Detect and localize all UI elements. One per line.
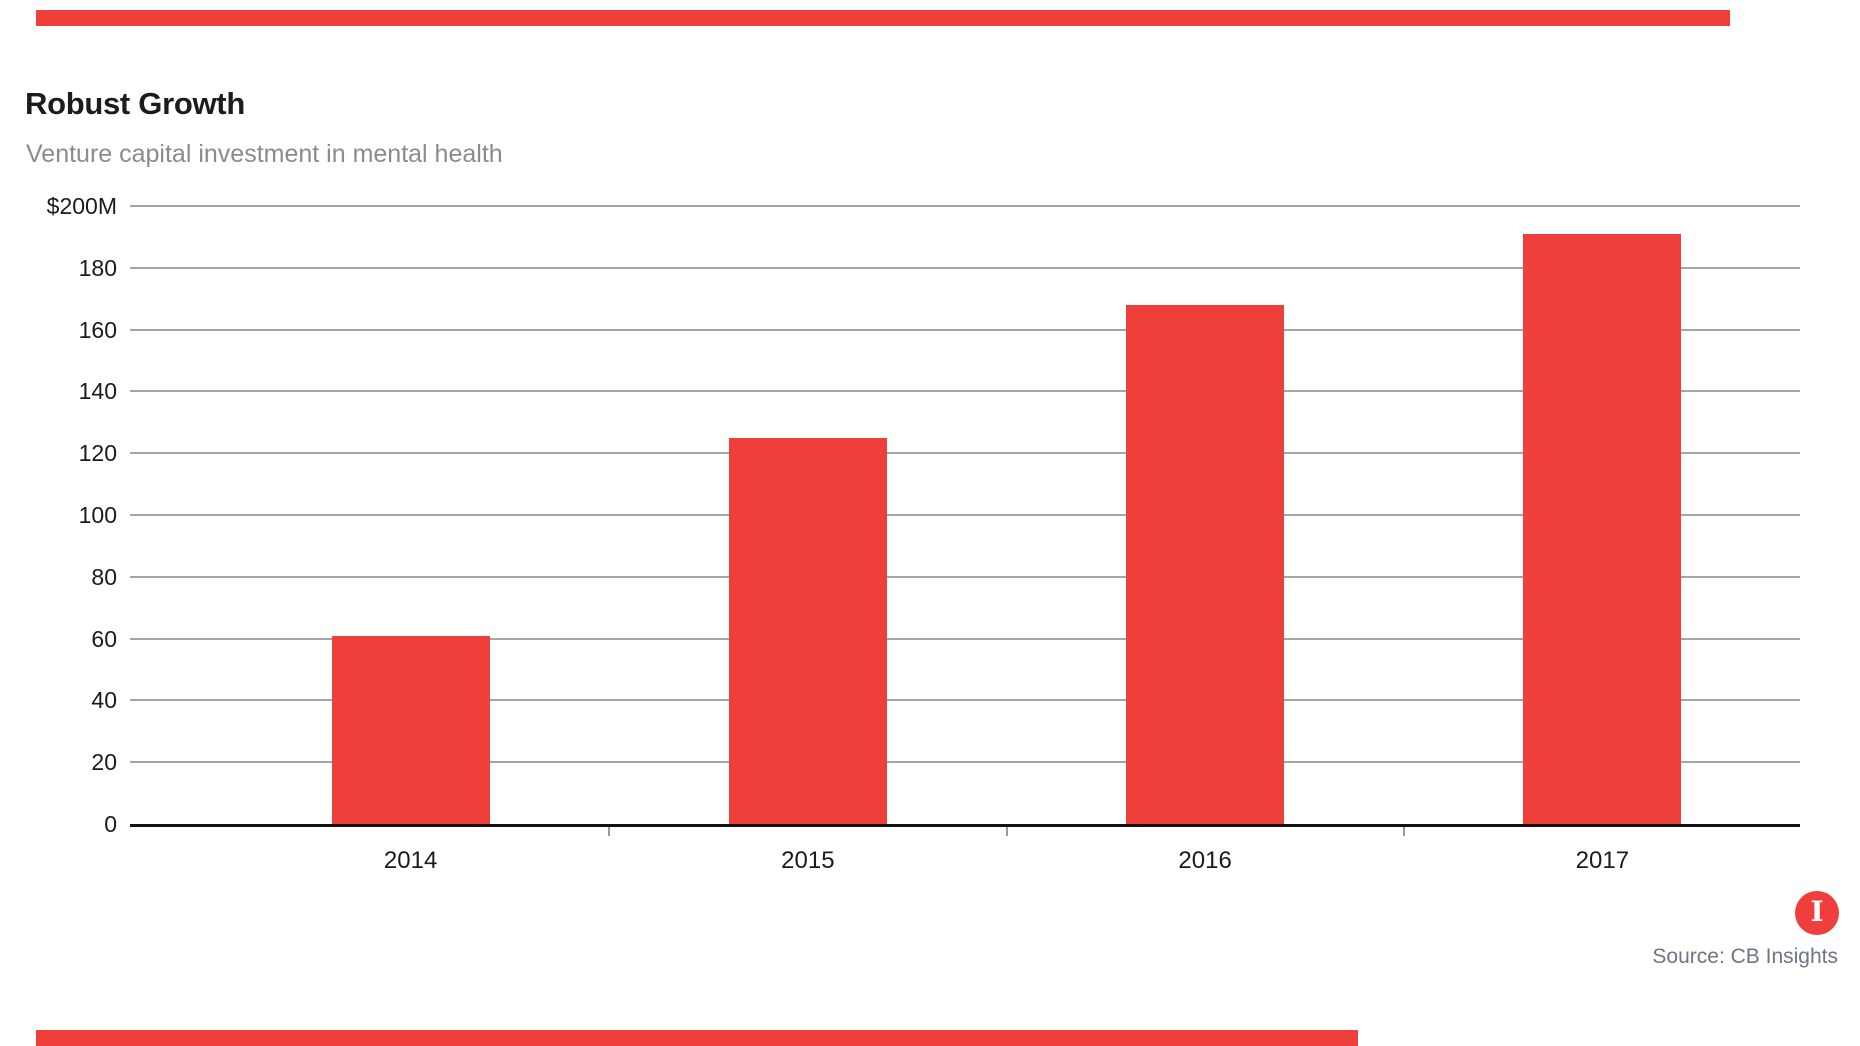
bar-2017: [1523, 233, 1682, 824]
logo-letter: I: [1810, 895, 1824, 928]
y-axis-label-80: 80: [91, 563, 117, 590]
chart-subtitle: Venture capital investment in mental hea…: [26, 140, 503, 168]
x-axis-tick: [1005, 827, 1008, 836]
y-axis-label-180: 180: [78, 254, 117, 281]
y-axis-label-120: 120: [78, 440, 117, 467]
bar-2014: [331, 635, 490, 824]
gridline-40: [130, 699, 1800, 702]
gridline-60: [130, 637, 1800, 640]
chart-title: Robust Growth: [25, 86, 245, 121]
bar-2015: [728, 437, 887, 824]
gridline-180: [130, 266, 1800, 269]
gridline-140: [130, 390, 1800, 393]
cb-insights-logo-icon: I: [1795, 891, 1839, 935]
x-axis-label-2015: 2015: [781, 847, 835, 874]
source-caption: Source: CB Insights: [1652, 945, 1838, 968]
x-axis-label-2017: 2017: [1575, 847, 1630, 874]
x-axis-tick: [1402, 827, 1405, 836]
gridline-200: [130, 205, 1800, 207]
top-red-strip: [36, 10, 1730, 26]
y-axis-label-40: 40: [91, 687, 117, 714]
y-axis-label-60: 60: [91, 625, 117, 652]
gridline-160: [130, 328, 1800, 331]
gridline-100: [130, 514, 1800, 516]
x-axis-label-2016: 2016: [1178, 847, 1232, 874]
y-axis-label-0: 0: [104, 811, 117, 837]
y-axis-label-200: $200M: [46, 193, 117, 219]
y-axis-label-100: 100: [78, 502, 117, 528]
gridline-80: [130, 575, 1800, 578]
gridline-20: [130, 761, 1800, 764]
x-axis-tick: [608, 827, 611, 836]
x-axis-label-2014: 2014: [383, 847, 438, 874]
x-axis-baseline: [130, 824, 1800, 827]
bottom-red-strip: [36, 1030, 1358, 1046]
gridline-120: [130, 452, 1800, 455]
bar-2016: [1126, 304, 1285, 824]
y-axis-label-160: 160: [78, 316, 117, 343]
y-axis-label-140: 140: [78, 378, 117, 405]
y-axis-label-20: 20: [91, 749, 117, 776]
